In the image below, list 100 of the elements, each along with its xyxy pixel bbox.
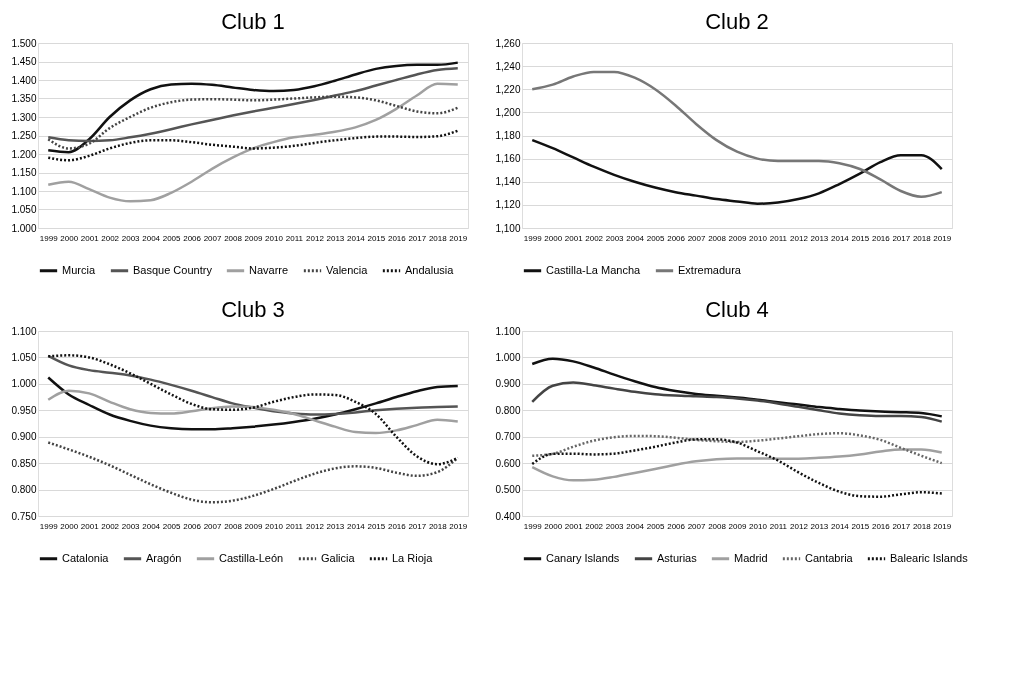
x-tick-label: 2010 <box>749 233 768 243</box>
line-series <box>46 129 460 162</box>
x-tick-label: 2004 <box>626 233 645 243</box>
x-tick-label: 2017 <box>408 233 427 243</box>
chart-title: Club 2 <box>705 9 769 34</box>
x-tick-label: 2016 <box>871 521 891 531</box>
legend-label: Catalonia <box>62 551 110 564</box>
legend-label: Basque Country <box>133 263 213 276</box>
x-tick-label: 2003 <box>605 521 625 531</box>
x-tick-label: 2011 <box>769 521 788 531</box>
y-tick-label: 0.800 <box>495 404 521 416</box>
y-tick-label: 1,100 <box>495 222 521 234</box>
x-tick-label: 2001 <box>80 233 100 243</box>
x-tick-label: 2012 <box>790 233 809 243</box>
line-series <box>530 381 944 423</box>
x-tick-label: 2009 <box>244 521 263 531</box>
x-tick-label: 2012 <box>790 521 809 531</box>
y-tick-label: 0.800 <box>11 484 37 496</box>
x-tick-label: 1999 <box>523 233 543 243</box>
x-tick-label: 2006 <box>667 233 686 243</box>
x-tick-label: 2008 <box>224 233 243 243</box>
line-series <box>46 61 460 154</box>
x-tick-label: 2005 <box>646 233 666 243</box>
x-tick-label: 2007 <box>203 521 222 531</box>
x-tick-label: 2019 <box>933 521 952 531</box>
legend-label: Aragón <box>146 551 182 564</box>
y-tick-label: 1.100 <box>11 185 37 197</box>
x-tick-label: 2008 <box>708 233 727 243</box>
x-tick-label: 2009 <box>728 233 747 243</box>
y-tick-label: 0.500 <box>495 484 521 496</box>
y-tick-label: 1.450 <box>11 56 37 67</box>
x-tick-label: 2016 <box>387 521 407 531</box>
x-tick-label: 2005 <box>162 233 182 243</box>
legend-label: Asturias <box>657 551 698 564</box>
x-tick-label: 2019 <box>933 233 952 243</box>
y-tick-label: 1,260 <box>495 37 521 49</box>
x-tick-label: 1999 <box>39 233 59 243</box>
x-tick-label: 2010 <box>265 233 284 243</box>
y-tick-label: 1.300 <box>11 111 37 123</box>
line-series <box>46 441 460 504</box>
legend-label: Galicia <box>321 551 356 564</box>
y-tick-label: 1.050 <box>11 351 37 363</box>
x-tick-label: 2015 <box>367 521 386 531</box>
x-tick-label: 2004 <box>626 521 645 531</box>
legend-label: Balearic Islands <box>890 551 969 564</box>
x-tick-label: 2000 <box>544 233 563 243</box>
x-tick-label: 2016 <box>871 233 891 243</box>
x-tick-label: 2017 <box>408 521 427 531</box>
x-tick-label: 2002 <box>101 521 120 531</box>
x-tick-label: 2018 <box>428 233 448 243</box>
x-tick-label: 2002 <box>101 233 120 243</box>
x-tick-label: 2005 <box>162 521 182 531</box>
y-tick-label: 1,220 <box>495 83 521 95</box>
line-series <box>530 138 944 205</box>
y-tick-label: 0.700 <box>495 431 521 443</box>
y-tick-label: 0.950 <box>11 404 37 416</box>
y-tick-label: 1,180 <box>495 130 521 141</box>
line-series <box>530 432 944 465</box>
x-tick-label: 2019 <box>449 521 468 531</box>
x-tick-label: 2014 <box>346 233 366 243</box>
x-tick-label: 2007 <box>687 521 706 531</box>
x-tick-label: 2014 <box>346 521 366 531</box>
x-tick-label: 2014 <box>830 233 850 243</box>
x-tick-label: 2014 <box>830 521 850 531</box>
x-tick-label: 2007 <box>687 233 706 243</box>
y-tick-label: 0.900 <box>495 378 521 390</box>
legend-label: Murcia <box>62 263 96 276</box>
y-tick-label: 1,240 <box>495 60 521 72</box>
line-series <box>530 70 944 199</box>
legend-label: Castilla-La Mancha <box>546 263 642 276</box>
y-tick-label: 1.400 <box>11 74 37 86</box>
y-tick-label: 1,140 <box>495 176 521 188</box>
x-tick-label: 2012 <box>306 521 325 531</box>
x-tick-label: 2002 <box>585 521 604 531</box>
x-tick-label: 2019 <box>449 233 468 243</box>
x-tick-label: 2004 <box>142 521 161 531</box>
line-series <box>46 95 460 150</box>
y-tick-label: 1.500 <box>11 37 37 49</box>
line-series <box>46 66 460 143</box>
x-tick-label: 2001 <box>80 521 100 531</box>
y-tick-label: 0.600 <box>495 457 521 469</box>
chart-title: Club 1 <box>221 9 285 34</box>
x-tick-label: 2013 <box>810 233 829 243</box>
y-tick-label: 1.050 <box>11 204 37 215</box>
x-tick-label: 2010 <box>265 521 284 531</box>
x-tick-label: 2012 <box>306 233 325 243</box>
x-tick-label: 2003 <box>121 233 141 243</box>
x-tick-label: 2007 <box>203 233 222 243</box>
line-series <box>530 438 944 498</box>
x-tick-label: 2006 <box>667 521 686 531</box>
y-tick-label: 1.000 <box>11 222 37 234</box>
x-tick-label: 2001 <box>564 521 584 531</box>
y-tick-label: 1,120 <box>495 199 521 211</box>
legend-label: Castilla-León <box>219 551 284 564</box>
legend-label: Valencia <box>326 263 369 276</box>
x-tick-label: 2001 <box>564 233 584 243</box>
x-tick-label: 1999 <box>523 521 543 531</box>
x-tick-label: 2006 <box>183 521 202 531</box>
legend-label: Navarre <box>249 263 289 276</box>
x-tick-label: 2011 <box>769 233 788 243</box>
